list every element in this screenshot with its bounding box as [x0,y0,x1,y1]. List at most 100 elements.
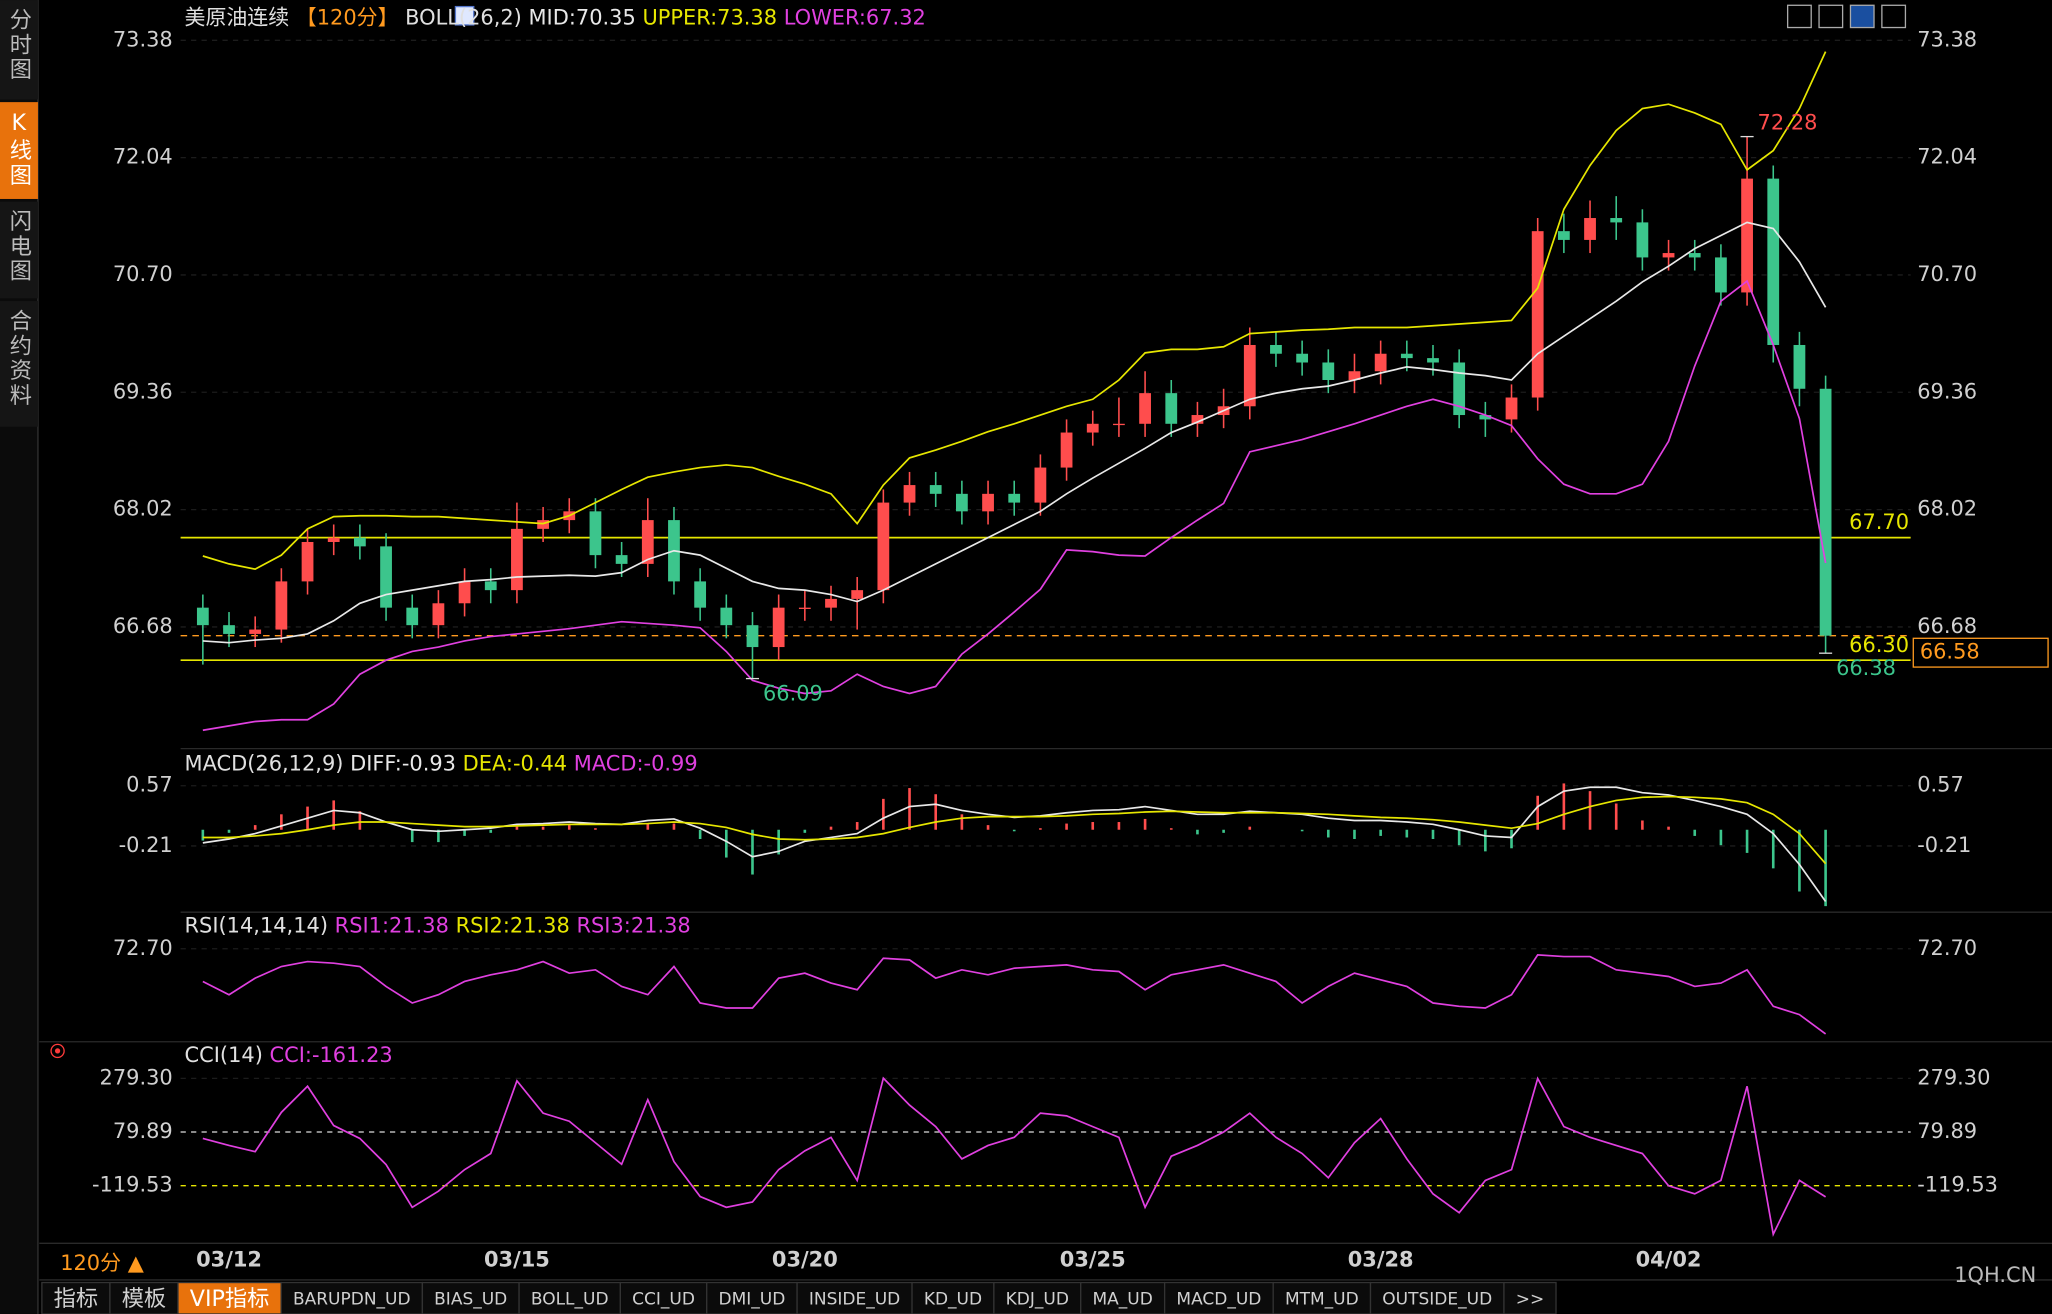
footer-tab-label[interactable]: VIP指标 [190,1286,270,1312]
candle-body [1322,362,1335,381]
candle-body [1296,353,1309,363]
footer-tab-label[interactable]: KD_UD [924,1290,982,1310]
footer-tab[interactable] [796,1281,913,1314]
y-tick-label: 72.70 [113,936,173,960]
indicator-line [202,1076,1827,1237]
x-tick-label: 04/02 [1636,1247,1702,1271]
y-tick-label: 72.04 [113,145,173,169]
cci-dot [54,1048,61,1054]
footer-tab[interactable] [421,1281,520,1314]
footer-tab[interactable] [41,1281,111,1314]
sidebar-label[interactable]: 合约资料 [6,308,32,408]
legend-entry: RSI2:21.38 [456,914,570,938]
candle-body [275,581,288,630]
sidebar-label[interactable]: K线图 [6,110,32,188]
footer-tab[interactable] [619,1281,708,1314]
sidebar-label[interactable]: 闪电图 [6,209,32,284]
y-tick-label: 0.57 [126,773,173,797]
candle-body [825,598,837,608]
y-tick-label-right: 66.68 [1917,614,1977,638]
footer-tab[interactable] [1080,1281,1166,1314]
footer-tab-label[interactable]: BOLL_UD [531,1290,609,1310]
watermark: 1QH.CN [1954,1263,2036,1287]
x-tick-label: 03/20 [772,1247,838,1271]
icon[interactable] [1881,4,1907,29]
footer-tab-label[interactable]: OUTSIDE_UD [1382,1290,1492,1310]
footer-tab[interactable] [1369,1281,1505,1314]
y-tick-label: -119.53 [92,1173,173,1197]
candle-body [301,541,314,582]
candle-body [1034,467,1047,503]
candle-body [746,625,759,648]
y-tick-label: 68.02 [113,497,173,521]
legend-entry: DIFF:-0.93 [350,751,456,775]
x-tick-label: 03/12 [196,1247,262,1271]
sidebar-tab[interactable] [0,102,38,199]
y-tick-label-right: -119.53 [1917,1173,1998,1197]
footer-tab[interactable] [109,1281,179,1314]
candle-body [1584,218,1596,240]
candle-body [1348,371,1361,381]
footer-tab-label[interactable]: 指标 [54,1286,98,1312]
candle-body [353,537,366,547]
candle-body [1139,393,1151,424]
footer-tab-label[interactable]: BIAS_UD [434,1290,507,1310]
candle-body [327,537,340,542]
y-tick-label: -0.21 [119,833,173,857]
indicator-icon [454,5,475,26]
candle-body [484,581,497,591]
candle-body [249,629,262,634]
candle-body [720,607,733,626]
candle-body [223,625,235,634]
y-tick-label-right: 69.36 [1917,379,1977,403]
sidebar-tab[interactable] [0,0,38,100]
footer-tab[interactable] [1163,1281,1274,1314]
candle-body [458,581,471,604]
candle-body [537,520,549,529]
candle-body [1427,358,1439,363]
footer-tab-label[interactable]: CCI_UD [632,1290,695,1310]
candle-body [929,485,942,494]
period-selector[interactable]: 120分 ▲ [60,1251,145,1275]
last-price-box [1912,637,2049,668]
footer-tab-label[interactable]: MACD_UD [1176,1290,1261,1310]
y-tick-label: 79.89 [113,1119,173,1143]
extreme-label: 66.09 [763,681,823,705]
footer-tab-label[interactable]: MTM_UD [1285,1290,1359,1310]
candle-body [1531,231,1544,398]
y-tick-label-right: 279.30 [1917,1065,1990,1089]
candle-body [1453,362,1466,416]
indicator-name: BOLL(26,2) [405,5,522,29]
footer-tab[interactable] [1272,1281,1372,1314]
x-tick-label: 03/28 [1348,1247,1414,1271]
footer-tab-label[interactable]: >> [1516,1290,1545,1310]
candle-body [1636,222,1649,258]
y-tick-label-right: -0.21 [1917,833,1971,857]
footer-tab[interactable] [177,1281,282,1314]
sidebar-label[interactable]: 分时图 [6,7,32,82]
footer-tab[interactable] [1503,1281,1557,1314]
footer-tab-label[interactable]: DMI_UD [718,1290,785,1310]
sidebar-tab[interactable] [0,301,38,427]
footer-tab-label[interactable]: 模板 [122,1286,166,1312]
icon[interactable] [1786,4,1812,29]
last-price-label: 66.58 [1920,640,1980,664]
icon[interactable] [1849,4,1875,29]
footer-tab-label[interactable]: BARUPDN_UD [293,1290,411,1310]
sidebar-tab[interactable] [0,201,38,299]
footer-tab[interactable] [911,1281,995,1314]
pane-title: MACD(26,12,9) [185,751,344,775]
y-tick-label-right: 70.70 [1917,262,1977,286]
candle-body [1191,415,1204,424]
price-level-label: 66.30 [1849,633,1909,657]
legend-entry: MACD:-0.99 [574,751,698,775]
footer-tab-label[interactable]: MA_UD [1093,1290,1153,1310]
footer-tab-label[interactable]: KDJ_UD [1006,1290,1069,1310]
candle-body [1557,231,1570,240]
y-tick-label-right: 72.04 [1917,145,1977,169]
y-tick-label-right: 79.89 [1917,1119,1977,1143]
footer-tab-label[interactable]: INSIDE_UD [809,1290,900,1310]
icon[interactable] [1818,4,1844,29]
candle-body [1165,393,1178,424]
legend-entry: CCI:-161.23 [270,1043,393,1067]
